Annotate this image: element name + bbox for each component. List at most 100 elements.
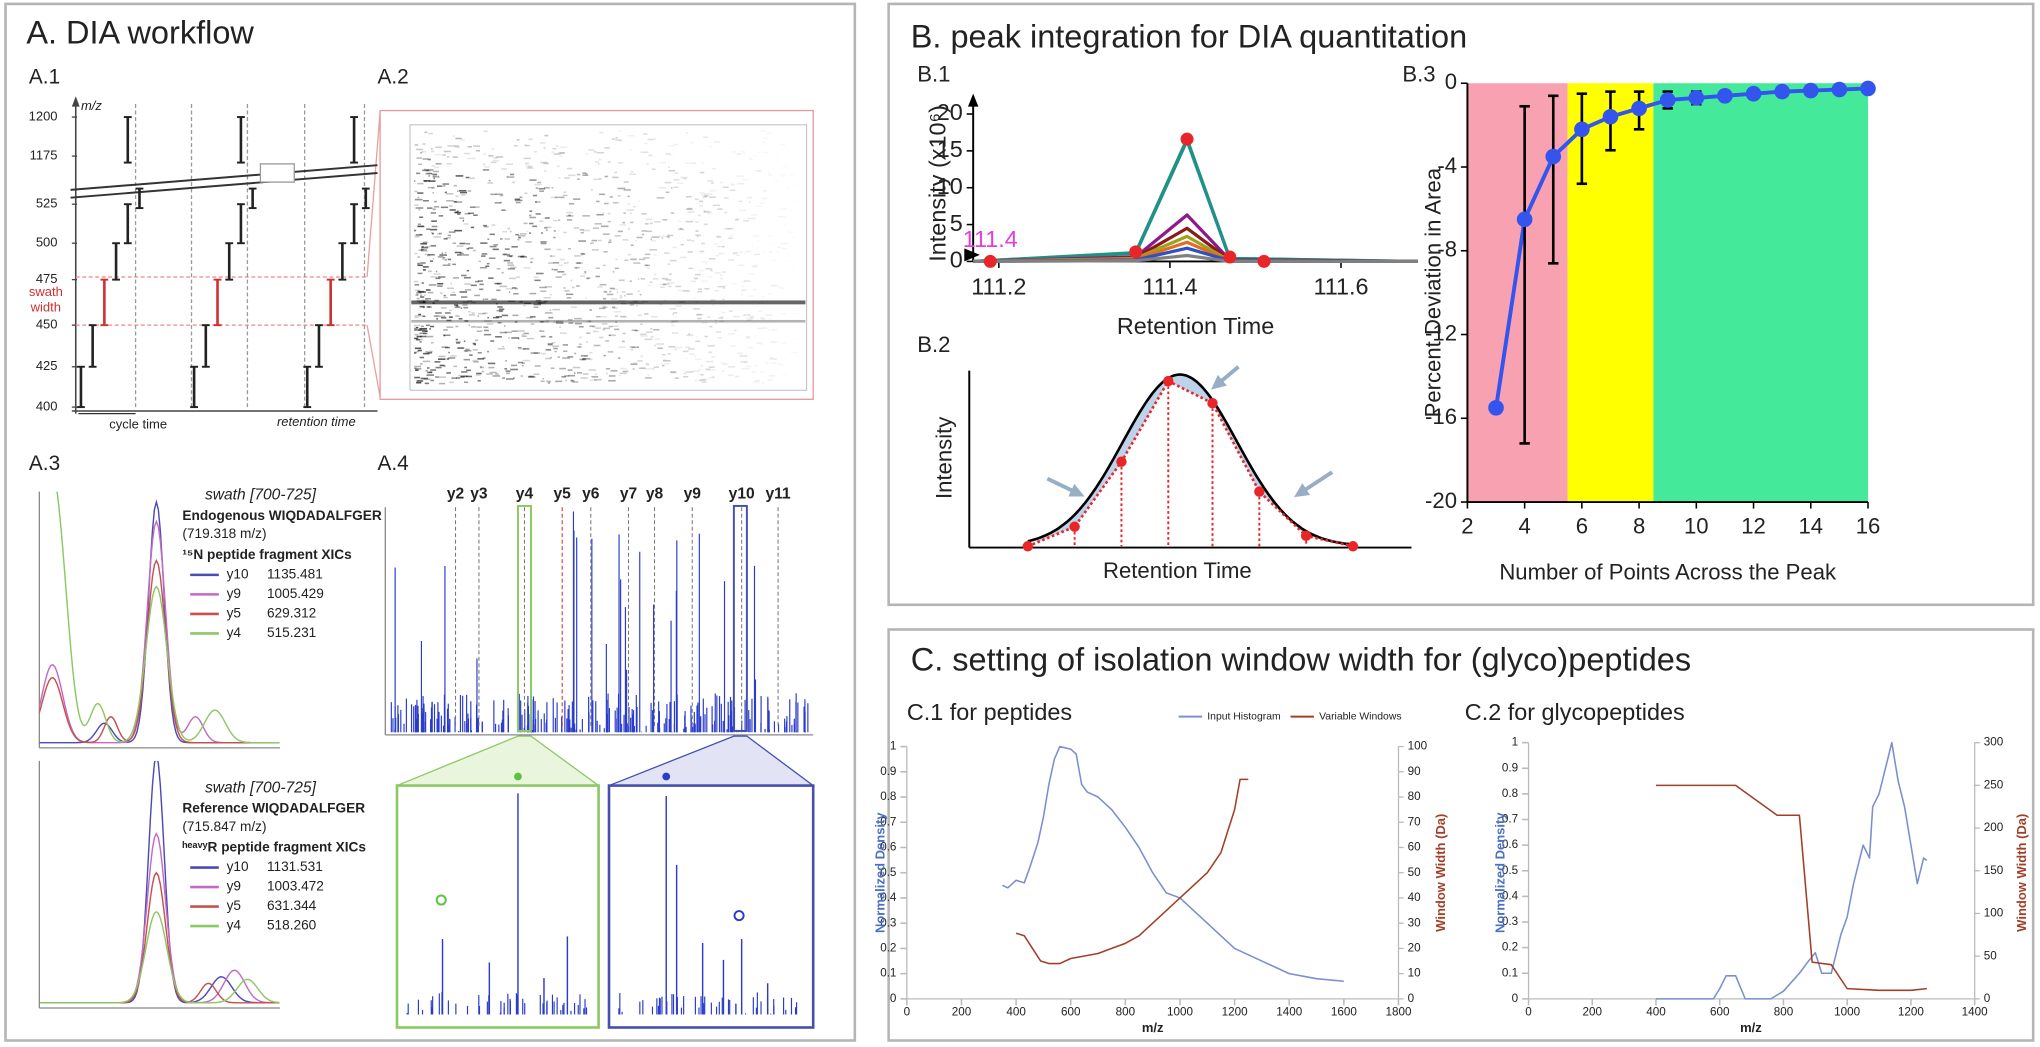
swath-label: swath [29,284,63,299]
heat-pixel [722,245,725,248]
heat-pixel [697,317,702,320]
heat-pixel [490,340,495,342]
heat-pixel [425,297,431,300]
heat-pixel [423,180,430,182]
heat-pixel [422,315,426,318]
heat-pixel [667,236,670,239]
heat-pixel [580,231,584,234]
heat-pixel [693,355,696,358]
heat-pixel [789,271,791,273]
swath-title: swath [700-725] [205,779,317,796]
heat-pixel [626,293,633,295]
heat-pixel [580,252,585,255]
heat-pixel [545,229,548,231]
heat-pixel [789,246,792,248]
heat-pixel [455,195,459,198]
heat-pixel [482,312,488,314]
heat-pixel [741,289,745,291]
heat-pixel [476,326,482,328]
heat-pixel [432,176,440,178]
y-tick-label: 0.8 [880,790,896,803]
heat-pixel [417,223,421,226]
heat-pixel [413,180,416,182]
heat-pixel [555,380,563,383]
heat-pixel [512,181,515,184]
heat-pixel [641,213,647,215]
heat-pixel [619,224,627,226]
marker [514,772,522,781]
heat-pixel [413,229,417,232]
heat-pixel [661,277,668,280]
xic-trace [39,871,280,1004]
heat-pixel [460,375,468,378]
heat-pixel [490,161,497,164]
data-point [1688,90,1705,106]
heat-pixel [425,369,428,372]
heat-pixel [718,252,725,255]
heat-pixel [636,236,643,239]
heat-pixel [417,264,423,267]
heat-pixel [632,368,635,370]
heat-pixel [483,224,487,227]
heat-pixel [693,296,696,299]
heat-pixel [545,349,552,351]
heat-pixel [633,362,638,365]
heat-pixel [443,150,451,153]
heat-pixel [594,378,602,381]
heat-pixel [617,130,622,132]
subpanel-label: A.4 [377,452,408,475]
heat-pixel [744,280,751,282]
heat-pixel [709,376,715,379]
heat-pixel [675,315,677,318]
heat-pixel [710,269,713,272]
data-point [1745,85,1762,102]
heat-pixel [665,153,671,155]
heat-pixel [690,141,694,144]
ion-label: y11 [765,485,790,502]
highlight [516,504,532,732]
heat-pixel [746,337,750,339]
heat-pixel [477,280,483,282]
heat-pixel [658,187,666,189]
heat-pixel [444,251,447,254]
panel-title: C. setting of isolation window width for… [911,642,1691,678]
heat-pixel [528,214,532,217]
heat-pixel [425,170,431,172]
heat-pixel [435,270,438,273]
heat-pixel [608,334,611,337]
heat-pixel [518,236,521,239]
heat-pixel [424,168,426,171]
heat-pixel [560,322,564,324]
heat-pixel [649,248,657,251]
heat-pixel [564,375,570,377]
x-tick-label: 12 [1741,513,1766,538]
heat-pixel [525,144,531,147]
heat-pixel [420,248,424,251]
chart-title: C.1 for peptides [907,699,1072,725]
heat-pixel [692,370,700,373]
heat-pixel [469,354,473,356]
heat-pixel [705,360,714,363]
heat-pixel [481,255,486,257]
heat-pixel [753,155,757,157]
y-tick-label: 20 [937,99,963,125]
heat-pixel [738,264,745,267]
heat-pixel [551,342,556,344]
heat-pixel [716,236,722,238]
tick-label: 475 [36,271,58,286]
heat-pixel [664,252,670,254]
heat-pixel [437,256,444,258]
heat-pixel [515,233,519,236]
heat-pixel [414,235,420,238]
legend-mz: 1003.472 [267,879,324,894]
heat-pixel [693,277,699,280]
heat-pixel [673,143,679,146]
heat-pixel [417,225,425,228]
data-point [1717,88,1733,104]
y2-tick-label: 0 [1984,992,1991,1005]
heat-pixel [621,291,626,293]
heat-pixel [542,330,545,333]
heat-pixel [539,220,544,223]
heat-pixel [624,259,629,262]
heat-pixel [499,238,503,240]
